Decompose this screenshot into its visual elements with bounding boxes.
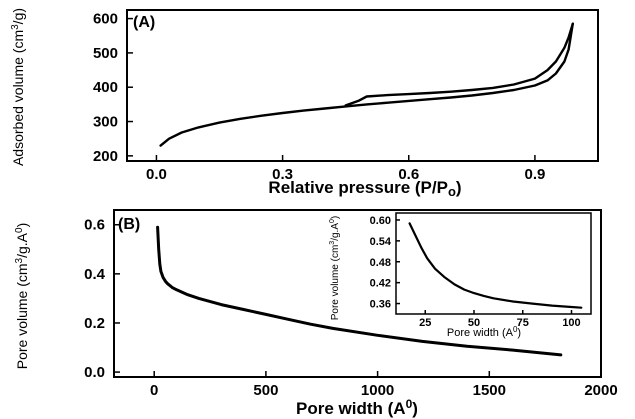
panel-b-x-tick-label: 0 — [150, 382, 158, 399]
panel-a-x-tick-label: 0.6 — [398, 166, 419, 183]
panel-a-y-tick-label: 400 — [93, 79, 118, 96]
panel-b-y-axis-label: Pore volume (cm3/g.A0) — [14, 223, 30, 370]
panel-a-y-tick-label: 600 — [93, 11, 118, 28]
inset-x-tick-label: 25 — [419, 317, 431, 329]
inset-x-tick-label: 100 — [562, 317, 580, 329]
inset-y-tick-label: 0.42 — [370, 278, 391, 290]
panel-a-x-tick-label: 0.9 — [524, 166, 545, 183]
panel-b-x-tick-label: 500 — [253, 382, 278, 399]
panel-b-series — [156, 225, 563, 357]
inset-x-axis: 25 50 75 100 — [419, 310, 581, 329]
panel-b-x-tick-label: 1000 — [361, 382, 394, 399]
panel-a: (A) 0.0 0.3 0.6 0.9 200 300 400 500 600 Relativ… — [10, 8, 599, 199]
panel-b-series-line-1 — [156, 225, 563, 357]
panel-a-x-axis: 0.0 0.3 0.6 0.9 — [146, 155, 545, 183]
inset: 25 50 75 100 0.36 0.42 0.48 0.54 0.60 Pore widt… — [329, 212, 592, 339]
panel-b-x-axis-label: Pore width (A0) — [296, 397, 418, 418]
panel-b: (B) 0 500 1000 1500 2000 0.0 0.2 0.4 0.6 Pore w… — [14, 209, 618, 418]
inset-series-line-1 — [408, 222, 583, 309]
inset-y-axis-label: Pore volume (cm3/g.A0) — [329, 216, 341, 321]
panel-b-y-tick-label: 0.0 — [84, 364, 105, 381]
panel-b-label: (B) — [118, 216, 140, 233]
panel-b-frame — [113, 209, 602, 378]
panel-a-y-tick-label: 500 — [93, 45, 118, 62]
inset-y-tick-label: 0.48 — [370, 257, 391, 269]
inset-x-tick-label: 75 — [517, 317, 529, 329]
panel-a-y-tick-label: 200 — [93, 148, 118, 165]
panel-b-x-axis: 0 500 1000 1500 2000 — [150, 371, 618, 399]
panel-a-x-tick-label: 0.3 — [272, 166, 293, 183]
panel-a-y-tick-label: 300 — [93, 114, 118, 131]
panel-b-x-tick-label: 2000 — [584, 382, 617, 399]
inset-y-tick-label: 0.36 — [370, 299, 391, 311]
panel-b-x-tick-label: 1500 — [473, 382, 506, 399]
panel-b-y-tick-label: 0.2 — [84, 315, 105, 332]
inset-y-axis: 0.36 0.42 0.48 0.54 0.60 — [370, 215, 400, 311]
inset-frame — [395, 212, 592, 315]
panel-a-label: (A) — [133, 14, 155, 31]
inset-y-tick-label: 0.60 — [370, 215, 391, 227]
inset-x-axis-label: Pore width (A0) — [447, 325, 521, 339]
panel-a-x-axis-label: Relative pressure (P/Po) — [268, 178, 461, 199]
panel-a-frame — [126, 9, 599, 162]
panel-b-y-axis: 0.0 0.2 0.4 0.6 — [84, 217, 120, 381]
inset-x-tick-label: 50 — [468, 317, 480, 329]
panel-b-y-tick-label: 0.4 — [84, 266, 106, 283]
panel-a-series-line-1 — [159, 22, 574, 147]
panel-a-x-tick-label: 0.0 — [146, 166, 167, 183]
panel-a-series — [159, 22, 574, 147]
panel-a-y-axis-label: Adsorbed volume (cm3/g) — [10, 8, 26, 166]
inset-y-tick-label: 0.54 — [370, 236, 392, 248]
panel-a-series-line-2 — [344, 22, 574, 107]
inset-series — [408, 222, 583, 309]
panel-b-y-tick-label: 0.6 — [84, 217, 105, 234]
panel-a-y-axis: 200 300 400 500 600 — [93, 11, 133, 165]
